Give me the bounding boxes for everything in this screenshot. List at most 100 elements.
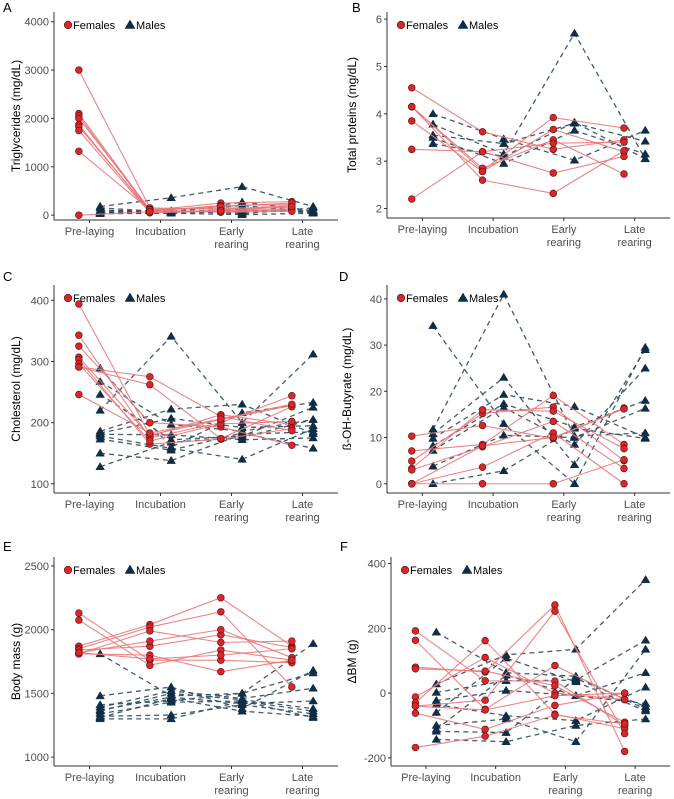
male-data-point bbox=[166, 193, 176, 201]
female-trajectory-line bbox=[415, 639, 625, 730]
male-data-point bbox=[308, 402, 318, 411]
y-tick-label: 1000 bbox=[25, 162, 49, 174]
female-data-point bbox=[620, 147, 628, 155]
female-data-point bbox=[411, 627, 420, 635]
male-data-point bbox=[501, 685, 511, 694]
female-data-point bbox=[481, 677, 489, 685]
female-data-point bbox=[288, 683, 296, 691]
male-data-point bbox=[640, 154, 650, 163]
x-tick-label: Early rearing bbox=[547, 499, 581, 524]
female-data-point bbox=[549, 417, 557, 426]
female-data-point bbox=[146, 373, 154, 381]
female-trajectory-line bbox=[411, 141, 625, 200]
female-data-point bbox=[478, 176, 487, 184]
male-trajectory-line bbox=[432, 393, 646, 440]
male-data-point bbox=[569, 28, 580, 37]
male-data-point bbox=[95, 462, 105, 470]
female-data-point bbox=[481, 696, 489, 704]
male-data-point bbox=[431, 707, 442, 716]
y-tick-label: 20 bbox=[370, 386, 382, 398]
male-data-point bbox=[501, 737, 511, 745]
x-tick-label: Incubation bbox=[135, 772, 186, 784]
y-tick-label: 6 bbox=[376, 14, 382, 26]
legend-male-marker bbox=[124, 19, 136, 29]
female-trajectory-line bbox=[411, 106, 625, 172]
x-tick-label-line: Early bbox=[219, 772, 245, 784]
female-data-point bbox=[146, 418, 154, 427]
male-data-point bbox=[640, 125, 650, 134]
male-data-point bbox=[431, 687, 442, 696]
male-trajectory-line bbox=[100, 433, 314, 441]
y-tick-label: 40 bbox=[370, 294, 382, 306]
female-data-point bbox=[620, 464, 628, 473]
female-trajectory-line bbox=[411, 420, 625, 471]
x-tick-label: Pre-laying bbox=[65, 499, 115, 511]
female-data-point bbox=[75, 66, 83, 74]
female-data-point bbox=[549, 391, 557, 400]
panel-letter: C bbox=[3, 269, 12, 284]
x-tick-label-line: Pre-laying bbox=[65, 772, 115, 784]
y-axis-title: ß-OH-Butyrate (mg/dL) bbox=[340, 328, 354, 451]
female-trajectory-line bbox=[415, 668, 625, 723]
legend-female-marker bbox=[396, 293, 406, 303]
legend-females-label: Females bbox=[406, 20, 449, 32]
male-data-point bbox=[166, 404, 176, 413]
male-trajectory-line bbox=[100, 672, 314, 706]
male-data-point bbox=[166, 331, 176, 340]
male-trajectory-line bbox=[100, 185, 314, 208]
female-trajectory-line bbox=[78, 113, 292, 211]
female-trajectory-line bbox=[78, 356, 292, 437]
male-trajectory-line bbox=[436, 579, 647, 685]
female-data-point bbox=[620, 689, 629, 697]
x-tick-label: Pre-laying bbox=[65, 226, 115, 238]
female-data-point bbox=[549, 145, 557, 154]
x-tick-label-line: Incubation bbox=[470, 772, 521, 784]
female-data-point bbox=[75, 363, 83, 371]
x-tick-label-line: Incubation bbox=[468, 499, 519, 511]
male-data-point bbox=[308, 712, 318, 721]
female-data-point bbox=[549, 139, 557, 147]
female-data-point bbox=[75, 331, 83, 339]
male-data-point bbox=[308, 433, 318, 442]
male-data-point bbox=[498, 289, 509, 298]
male-trajectory-line bbox=[432, 349, 646, 466]
x-tick-label: Pre-laying bbox=[398, 499, 448, 511]
legend: Females Males bbox=[63, 19, 166, 32]
female-data-point bbox=[288, 400, 296, 408]
y-axis-title: ΔBM (g) bbox=[345, 639, 359, 683]
male-data-point bbox=[431, 726, 442, 735]
legend-female-marker bbox=[63, 20, 73, 30]
male-data-point bbox=[640, 702, 651, 710]
male-data-point bbox=[569, 439, 580, 448]
female-data-point bbox=[481, 725, 489, 734]
female-data-point bbox=[478, 148, 487, 156]
female-trajectory-line bbox=[411, 106, 625, 175]
y-axis-title: Triglycerides (mg/dL) bbox=[9, 60, 23, 172]
x-tick-label-line: Incubation bbox=[135, 772, 186, 784]
female-data-point bbox=[549, 169, 557, 177]
x-tick-label-line: Early bbox=[553, 772, 579, 784]
female-data-point bbox=[288, 426, 296, 435]
legend-males-label: Males bbox=[473, 565, 503, 577]
male-data-point bbox=[640, 403, 650, 412]
male-trajectory-line bbox=[432, 121, 646, 160]
female-data-point bbox=[288, 441, 296, 449]
female-trajectory-line bbox=[78, 303, 292, 436]
female-data-point bbox=[146, 429, 154, 437]
female-data-point bbox=[288, 202, 296, 211]
male-data-point bbox=[308, 414, 318, 423]
male-data-point bbox=[95, 434, 105, 443]
female-trajectory-line bbox=[411, 394, 625, 452]
male-trajectory-line bbox=[100, 700, 314, 720]
female-data-point bbox=[146, 661, 154, 670]
male-trajectory-line bbox=[432, 32, 646, 160]
male-data-point bbox=[569, 460, 580, 469]
series-females bbox=[411, 601, 629, 756]
female-data-point bbox=[549, 407, 557, 415]
y-tick-label: 400 bbox=[31, 295, 49, 307]
female-trajectory-line bbox=[411, 432, 625, 485]
male-trajectory-line bbox=[432, 427, 646, 485]
panel-a: A 0 1000 2000 3000 4000 Pre-laying Incubation Ea… bbox=[3, 0, 338, 251]
female-trajectory-line bbox=[411, 459, 625, 485]
male-data-point bbox=[308, 208, 318, 217]
